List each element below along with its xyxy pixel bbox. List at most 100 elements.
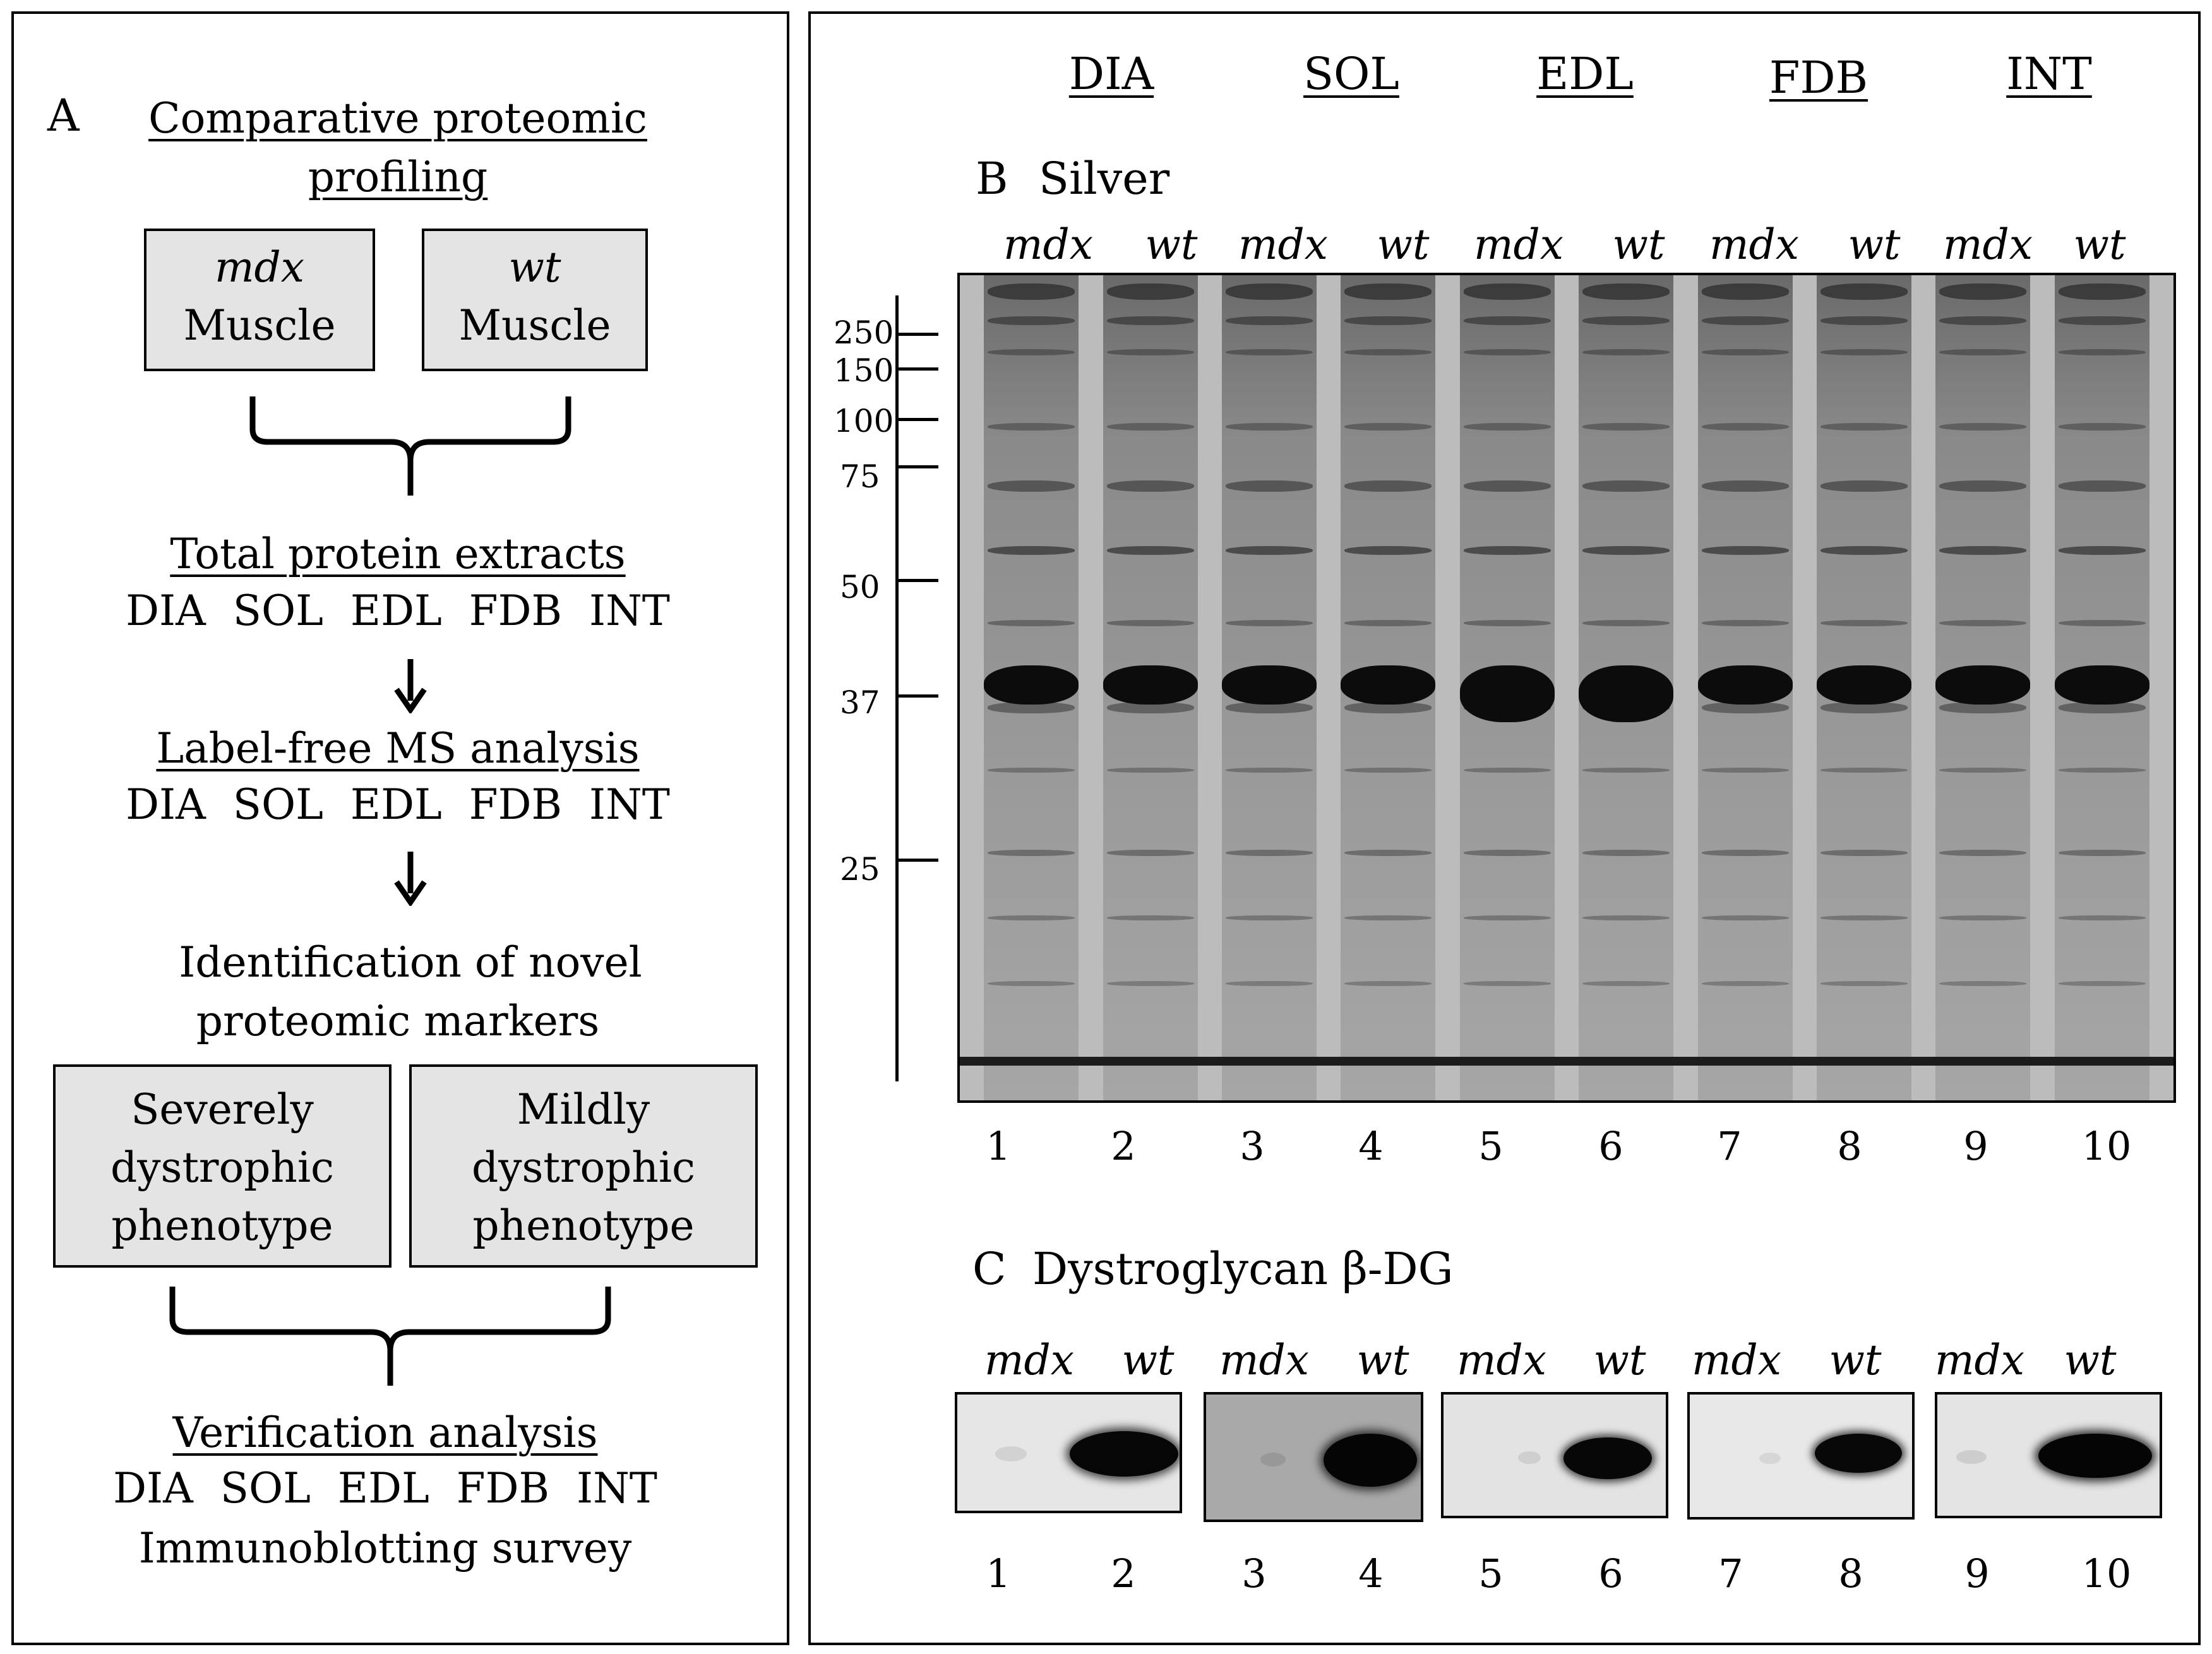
gel-band [2058,915,2146,920]
immunoblotting-label: Immunoblotting survey [138,1524,632,1573]
gel-band [1226,915,1313,920]
gel-band [1582,620,1670,626]
gel-band [1106,480,1194,492]
muscle-header-fdb: FDB [1769,52,1868,104]
gel-lane [1935,275,2031,1100]
severe-line: dystrophic [110,1143,335,1192]
marker-tick-50 [895,579,938,582]
panel-a-title-line2: profiling [308,153,488,201]
gel-band [1701,349,1789,355]
gel-band [1226,850,1313,856]
genotype-wt: wt [1593,1336,1646,1384]
gel-band [1226,349,1313,355]
gel-band [1701,850,1789,856]
genotype-wt: wt [1377,220,1430,269]
identification-line2: proteomic markers [196,997,600,1045]
gel-band [1820,768,1908,773]
gel-band [1463,620,1551,626]
gel-band [1344,480,1432,492]
blot-sol [1204,1392,1423,1522]
gel-band [988,349,1075,355]
lane-number: 10 [2081,1123,2132,1169]
blot-band-mdx [1260,1453,1286,1467]
panel-a-frame [11,11,789,1645]
blot-band-mdx [995,1446,1027,1461]
mild-line: Mildly [517,1085,650,1134]
genotype-mdx: mdx [1709,220,1800,269]
gel-band [1106,546,1194,555]
mild-phenotype-box: Mildly dystrophic phenotype [409,1064,758,1268]
lane-number: 8 [1837,1123,1862,1169]
lane-number: 3 [1240,1123,1265,1169]
gel-band [984,665,1079,705]
gel-band [1820,423,1908,431]
gel-band [1344,620,1432,626]
gel-band [1939,915,2027,920]
gel-lane [1103,275,1198,1100]
lane-number: 9 [1964,1550,1990,1597]
gel-band [988,480,1075,492]
gel-band [1344,423,1432,431]
lane-number: 10 [2081,1550,2132,1597]
gel-band [1103,665,1198,705]
marker-tick-75 [895,465,938,468]
gel-band [2058,283,2146,300]
gel-band [988,850,1075,856]
gel-band [1820,480,1908,492]
gel-band [1939,546,2027,555]
gel-band [2058,349,2146,355]
muscle-header-dia: DIA [1068,48,1154,100]
gel-band [1106,850,1194,856]
lane-number: 4 [1358,1550,1384,1597]
panel-c-lane-numbers: 1 2 3 4 5 6 7 8 9 10 [957,1554,2176,1598]
gel-band [1344,981,1432,986]
gel-band [1816,665,1911,705]
gel-band [1939,981,2027,986]
panel-a-brace-1 [249,396,571,496]
genotype-mdx: mdx [1456,1336,1547,1384]
panel-b-genotype-row: mdx wt mdx wt mdx wt mdx wt mdx wt [960,224,2160,268]
panel-b-letter: B [976,153,1008,205]
gel-band [1463,423,1551,431]
panel-a-brace-2 [169,1287,611,1386]
gel-band [1701,981,1789,986]
gel-band [1582,546,1670,555]
gel-band [1939,768,2027,773]
gel-band [1222,665,1317,705]
gel-band [1344,546,1432,555]
genotype-mdx: mdx [1219,1336,1310,1384]
gel-band [1106,768,1194,773]
gel-band [2058,981,2146,986]
gel-band [1106,702,1194,713]
mdx-muscle-box: mdx Muscle [144,229,375,371]
gel-band [1701,283,1789,300]
lane-number: 1 [986,1123,1011,1169]
panel-a-title-line1: Comparative proteomic [148,94,647,143]
gel-lane [2054,275,2149,1100]
gel-band [1463,349,1551,355]
lane-number: 3 [1241,1550,1267,1597]
gel-band [1344,283,1432,300]
severe-phenotype-box: Severely dystrophic phenotype [53,1064,392,1268]
gel-band [1582,480,1670,492]
mdx-label: mdx [214,243,305,292]
gel-band [1701,316,1789,325]
genotype-mdx: mdx [1238,220,1329,269]
lane-number: 1 [986,1550,1011,1597]
gel-band [988,915,1075,920]
gel-band [1463,480,1551,492]
marker-tick-37 [895,694,938,698]
gel-band [2054,665,2149,705]
gel-band [2058,620,2146,626]
lane-number: 6 [1598,1550,1623,1597]
genotype-wt: wt [2073,220,2126,269]
identification-line1: Identification of novel [179,938,642,987]
blot-band-mdx [1759,1453,1781,1464]
gel-band [1344,768,1432,773]
lane-number: 4 [1358,1123,1384,1169]
marker-label-37: 37 [840,684,880,721]
gel-band [1939,423,2027,431]
gel-band [1344,850,1432,856]
genotype-mdx: mdx [984,1336,1075,1384]
gel-band [988,316,1075,325]
